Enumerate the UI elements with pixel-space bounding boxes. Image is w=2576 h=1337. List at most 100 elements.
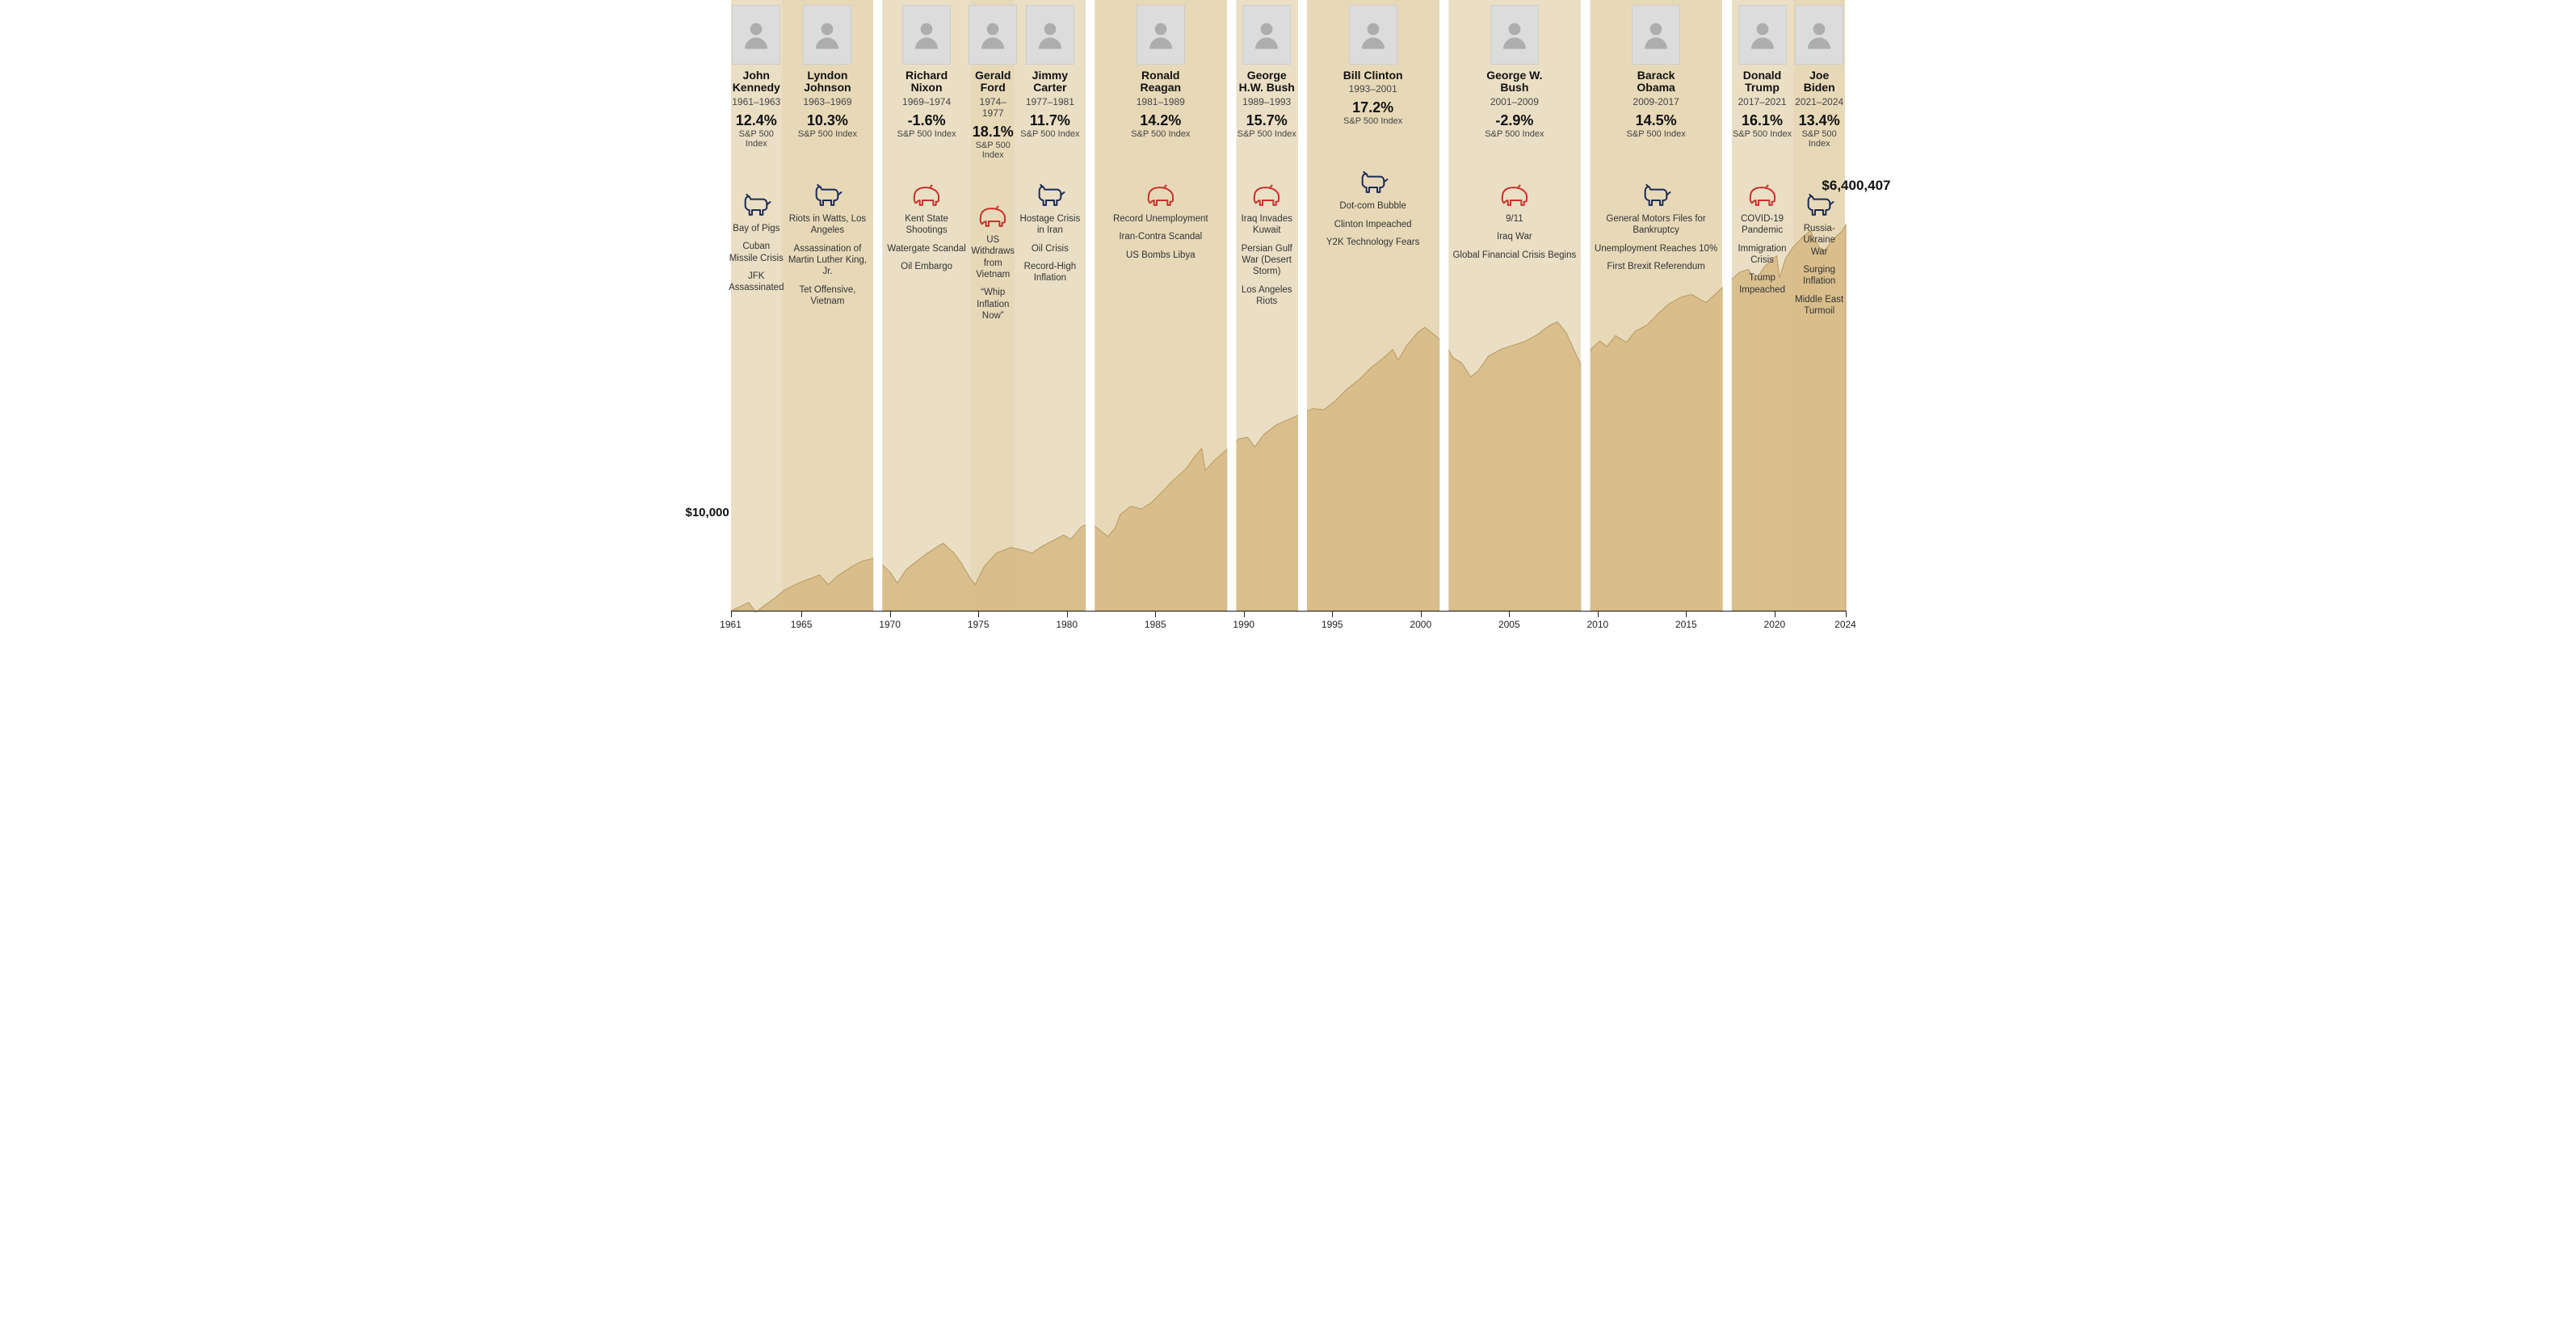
x-tick-label: 2005	[1498, 619, 1520, 630]
event-item: Riots in Watts, Los Angeles	[784, 213, 872, 237]
x-tick-label: 1980	[1056, 619, 1078, 630]
president-years: 1977–1981	[1026, 96, 1074, 107]
president-years: 1989–1993	[1242, 96, 1291, 107]
president-return: 11.7%	[1030, 112, 1070, 129]
event-item: Bay of Pigs	[729, 223, 784, 234]
gap-band	[1227, 0, 1236, 611]
president-years: 1993–2001	[1349, 83, 1397, 95]
event-item: US Withdraws from Vietnam	[971, 234, 1015, 281]
event-item: US Bombs Libya	[1113, 250, 1208, 261]
president-years: 2001–2009	[1490, 96, 1539, 107]
elephant-icon	[1145, 184, 1177, 208]
x-tick	[1421, 611, 1422, 617]
president-band: Jimmy Carter1977–198111.7%S&P 500 IndexH…	[1015, 0, 1086, 611]
events-list: Riots in Watts, Los AngelesAssassination…	[782, 213, 873, 308]
president-band: Gerald Ford1974–197718.1%S&P 500 IndexUS…	[971, 0, 1015, 611]
event-item: Record-High Inflation	[1016, 261, 1084, 284]
index-label: S&P 500 Index	[1238, 129, 1296, 139]
event-item: Clinton Impeached	[1326, 219, 1420, 230]
president-return: 17.2%	[1352, 99, 1393, 116]
events-list: Dot-com BubbleClinton ImpeachedY2K Techn…	[1325, 200, 1422, 248]
x-tick	[731, 611, 732, 617]
president-years: 1969–1974	[902, 96, 951, 107]
president-band: Joe Biden2021–202413.4%S&P 500 IndexRuss…	[1793, 0, 1846, 611]
event-item: Unemployment Reaches 10%	[1591, 243, 1721, 254]
donkey-icon	[811, 184, 843, 208]
x-tick-label: 1961	[720, 619, 742, 630]
event-item: Cuban Missile Crisis	[729, 241, 784, 264]
event-item: Y2K Technology Fears	[1326, 237, 1420, 248]
x-tick-label: 2000	[1410, 619, 1431, 630]
president-band: Bill Clinton1993–2001 17.2%S&P 500 Index D…	[1307, 0, 1439, 611]
president-years: 1974–1977	[971, 96, 1015, 119]
donkey-icon	[1640, 184, 1672, 208]
president-header: Donald Trump2017–202116.1%S&P 500 IndexC…	[1731, 5, 1793, 296]
president-name: Ronald Reagan	[1126, 69, 1196, 95]
event-item: Iran-Contra Scandal	[1113, 231, 1208, 242]
president-return: 12.4%	[736, 112, 777, 129]
event-item: Surging Inflation	[1795, 264, 1844, 288]
events-list: Record Unemployment Iran-Contra Scandal US…	[1112, 213, 1210, 261]
events-list: Russia-Ukraine WarSurging InflationMiddl…	[1793, 223, 1846, 317]
president-header: Barack Obama2009-201714.5%S&P 500 IndexG…	[1590, 5, 1722, 272]
president-name: Lyndon Johnson	[792, 69, 862, 95]
portrait	[1242, 5, 1291, 65]
portrait	[969, 5, 1017, 65]
president-header: Bill Clinton1993–2001 17.2%S&P 500 Index D…	[1307, 5, 1439, 249]
portrait	[1795, 5, 1843, 65]
event-item: Global Financial Crisis Begins	[1452, 250, 1576, 261]
x-tick-label: 2020	[1764, 619, 1786, 630]
index-label: S&P 500 Index	[1627, 129, 1686, 139]
start-value-label: $10,000	[686, 506, 729, 519]
portrait	[902, 5, 951, 65]
president-band: Ronald Reagan1981–198914.2%S&P 500 Index…	[1095, 0, 1227, 611]
index-label: S&P 500 Index	[731, 129, 783, 149]
events-list: Kent State ShootingsWatergate ScandalOil…	[882, 213, 972, 273]
event-item: Immigration Crisis	[1733, 243, 1792, 267]
president-years: 2009-2017	[1633, 96, 1679, 107]
gap-band	[1298, 0, 1307, 611]
elephant-icon	[1250, 184, 1283, 208]
x-tick-label: 2024	[1834, 619, 1856, 630]
portrait	[1738, 5, 1787, 65]
x-tick	[1155, 611, 1156, 617]
x-tick	[1846, 611, 1847, 617]
index-label: S&P 500 Index	[971, 141, 1015, 160]
president-band: George H.W. Bush1989–199315.7%S&P 500 In…	[1236, 0, 1298, 611]
donkey-icon	[1803, 194, 1835, 218]
x-tick	[1686, 611, 1687, 617]
event-item: Record Unemployment	[1113, 213, 1208, 225]
president-name: George W. Bush	[1480, 69, 1549, 95]
x-tick-label: 1995	[1322, 619, 1343, 630]
events-list: COVID-19 PandemicImmigration CrisisTrump…	[1731, 213, 1793, 296]
x-tick	[1509, 611, 1510, 617]
x-tick	[978, 611, 979, 617]
president-header: Ronald Reagan1981–198914.2%S&P 500 Index…	[1095, 5, 1227, 261]
president-name: John Kennedy	[731, 69, 783, 95]
x-tick-label: 1985	[1145, 619, 1166, 630]
event-item: General Motors Files for Bankruptcy	[1591, 213, 1721, 237]
president-header: John Kennedy1961–1963 12.4%S&P 500 Index B…	[731, 5, 783, 294]
president-header: Lyndon Johnson1963–196910.3%S&P 500 Inde…	[782, 5, 873, 307]
president-years: 1963–1969	[803, 96, 851, 107]
index-label: S&P 500 Index	[897, 129, 956, 139]
index-label: S&P 500 Index	[1343, 116, 1402, 126]
portrait	[1490, 5, 1539, 65]
president-return: 15.7%	[1246, 112, 1288, 129]
x-tick	[1332, 611, 1333, 617]
president-years: 2021–2024	[1795, 96, 1843, 107]
events-list: US Withdraws from Vietnam “Whip Inflation…	[969, 234, 1016, 322]
president-band: Barack Obama2009-201714.5%S&P 500 IndexG…	[1590, 0, 1722, 611]
x-tick-label: 1975	[968, 619, 990, 630]
president-return: -1.6%	[908, 112, 946, 129]
president-years: 1961–1963	[732, 96, 780, 107]
portrait	[1137, 5, 1185, 65]
elephant-icon	[977, 205, 1009, 229]
portrait	[732, 5, 780, 65]
donkey-icon	[1034, 184, 1066, 208]
event-item: “Whip Inflation Now”	[971, 287, 1015, 322]
president-name: Bill Clinton	[1343, 69, 1403, 82]
event-item: COVID-19 Pandemic	[1733, 213, 1792, 237]
x-tick	[801, 611, 802, 617]
event-item: 9/11	[1452, 213, 1576, 225]
